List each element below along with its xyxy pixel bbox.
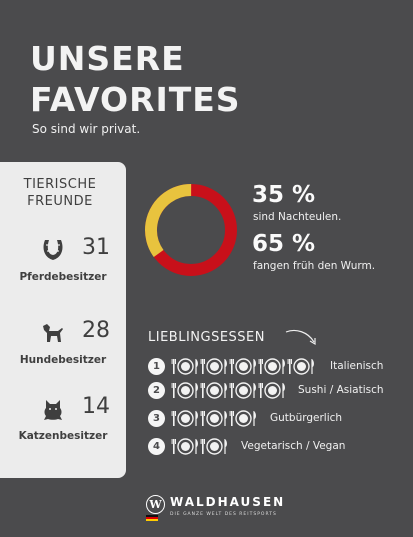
plate-icon (200, 382, 227, 399)
rank-badge: 4 (148, 438, 165, 455)
stat-night-owls-value: 35 % (252, 182, 316, 208)
plate-icon (229, 410, 256, 427)
horseshoe-icon (43, 240, 63, 260)
plate-icons (171, 410, 258, 427)
cat-label: Katzenbesitzer (18, 430, 108, 442)
plate-icons (171, 358, 316, 375)
plate-icons (171, 382, 287, 399)
plate-icon (171, 382, 198, 399)
plate-icon (258, 358, 285, 375)
pets-heading-line-2: FREUNDE (27, 194, 93, 209)
rank-badge: 3 (148, 410, 165, 427)
page-title: UNSERE FAVORITES (30, 38, 241, 120)
food-label: Gutbürgerlich (270, 412, 343, 424)
stat-early-birds-value: 65 % (252, 231, 316, 257)
pets-heading-line-1: TIERISCHE (23, 177, 97, 192)
dog-label: Hundebesitzer (19, 354, 107, 366)
title-line-1: UNSERE (30, 39, 185, 78)
title-line-2: FAVORITES (30, 80, 241, 119)
pets-panel: TIERISCHE FREUNDE 31 Pferdebesitzer 28 H… (0, 162, 126, 478)
pets-heading: TIERISCHE FREUNDE (0, 176, 120, 210)
food-label: Sushi / Asiatisch (298, 384, 384, 396)
plate-icon (229, 382, 256, 399)
plate-icon (171, 438, 198, 455)
plate-icon (200, 438, 227, 455)
waldhausen-logo: W WALDHAUSEN DIE GANZE WELT DES REITSPOR… (146, 493, 283, 523)
plate-icon (171, 410, 198, 427)
plate-icon (200, 358, 227, 375)
plate-icon (258, 382, 285, 399)
stat-early-birds-label: fangen früh den Wurm. (253, 260, 376, 272)
horse-count: 31 (82, 235, 110, 260)
donut-yellow-segment (144, 184, 237, 276)
logo-mark: W (146, 495, 165, 514)
logo-tagline: DIE GANZE WELT DES REITSPORTS (170, 512, 277, 517)
logo-brand: WALDHAUSEN (170, 495, 286, 509)
plate-icons (171, 438, 229, 455)
plate-icon (171, 358, 198, 375)
plate-icon (229, 358, 256, 375)
food-heading: LIEBLINGSESSEN (148, 330, 265, 345)
subtitle: So sind wir privat. (32, 122, 141, 136)
curved-arrow-icon (285, 329, 316, 346)
cat-count: 14 (82, 394, 110, 419)
food-label: Vegetarisch / Vegan (241, 440, 346, 452)
horse-label: Pferdebesitzer (19, 271, 107, 283)
german-flag-icon (146, 515, 158, 521)
plate-icon (287, 358, 314, 375)
rank-badge: 2 (148, 382, 165, 399)
dog-icon (43, 324, 63, 342)
rank-badge: 1 (148, 358, 165, 375)
food-label: Italienisch (330, 360, 384, 372)
donut-chart (144, 184, 237, 276)
stat-night-owls-label: sind Nachteulen. (253, 211, 342, 223)
dog-count: 28 (82, 318, 110, 343)
cat-icon (44, 400, 62, 420)
plate-icon (200, 410, 227, 427)
